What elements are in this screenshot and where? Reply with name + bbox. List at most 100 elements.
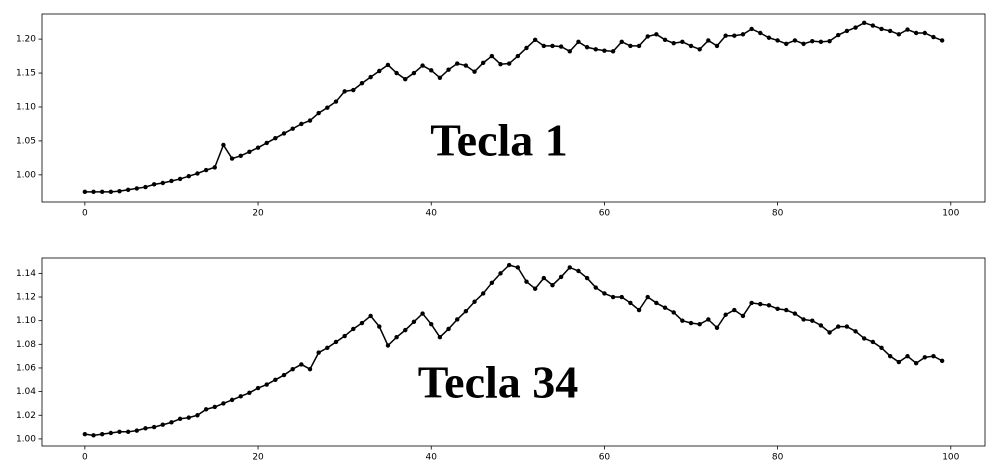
marker [91, 189, 96, 195]
marker [602, 48, 607, 53]
marker [255, 145, 261, 150]
y-tick-label: 1.10 [16, 316, 36, 326]
marker [212, 404, 217, 410]
marker [818, 39, 824, 45]
marker [870, 23, 876, 28]
y-tick-label: 1.15 [16, 69, 36, 79]
marker [628, 43, 633, 49]
marker [307, 118, 313, 123]
y-tick-label: 1.12 [16, 293, 36, 303]
plot-frame [41, 13, 986, 203]
marker [333, 339, 339, 345]
marker [810, 38, 815, 44]
marker [203, 407, 209, 412]
marker [299, 362, 304, 367]
x-tick-label: 0 [82, 453, 88, 463]
marker [610, 49, 616, 54]
marker [186, 415, 191, 420]
marker [429, 322, 434, 327]
marker [896, 32, 902, 37]
marker [732, 33, 737, 38]
marker [82, 431, 88, 437]
marker [117, 188, 122, 194]
marker [922, 30, 928, 36]
y-tick-label: 1.00 [16, 434, 36, 444]
marker [939, 358, 945, 364]
marker [160, 422, 165, 427]
marker [558, 274, 564, 280]
y-tick-label: 1.14 [16, 269, 36, 279]
marker [697, 322, 702, 327]
marker [195, 413, 200, 418]
y-tick-label: 1.10 [16, 102, 36, 112]
marker [351, 326, 356, 332]
marker [844, 324, 850, 329]
marker [125, 429, 131, 435]
marker [913, 30, 919, 36]
x-tick-label: 100 [942, 209, 959, 219]
marker [108, 189, 114, 195]
marker [446, 67, 451, 72]
marker [688, 43, 694, 49]
marker [584, 45, 590, 50]
marker [628, 300, 633, 306]
marker [455, 317, 460, 322]
marker [775, 38, 780, 43]
plot-frame [41, 257, 986, 447]
marker [299, 121, 304, 127]
marker [134, 186, 140, 191]
marker [853, 329, 858, 334]
marker [420, 63, 425, 68]
marker [593, 285, 598, 290]
marker [913, 361, 919, 366]
line [84, 264, 943, 437]
marker [558, 44, 564, 49]
marker [775, 306, 780, 312]
marker [177, 416, 183, 422]
marker [333, 99, 339, 104]
marker [862, 336, 867, 341]
y-tick-label: 1.02 [16, 411, 36, 421]
marker [870, 339, 876, 345]
marker [377, 324, 382, 329]
marker [593, 47, 598, 52]
marker [342, 333, 347, 339]
marker [905, 27, 910, 32]
marker [99, 189, 105, 195]
marker [836, 324, 841, 329]
marker [541, 43, 547, 49]
marker [359, 81, 365, 86]
marker [221, 401, 226, 406]
marker [654, 300, 659, 306]
marker [411, 70, 417, 76]
marker [784, 307, 789, 313]
marker [489, 53, 495, 59]
marker [524, 279, 529, 284]
marker [723, 33, 728, 38]
marker [403, 327, 408, 333]
marker [740, 313, 746, 319]
marker [905, 353, 910, 359]
marker [368, 313, 373, 319]
marker [887, 28, 893, 34]
marker [532, 286, 538, 291]
marker [82, 189, 88, 195]
marker [506, 262, 512, 268]
marker [264, 140, 269, 146]
marker [437, 75, 443, 80]
marker [229, 156, 235, 161]
marker [732, 307, 737, 313]
marker [706, 317, 711, 322]
marker [351, 87, 356, 93]
marker [151, 424, 157, 430]
marker [359, 320, 365, 326]
marker [922, 355, 928, 360]
marker [931, 353, 936, 359]
marker [619, 39, 624, 45]
marker [472, 69, 477, 74]
marker [939, 38, 945, 43]
marker [151, 182, 157, 187]
marker [394, 70, 399, 76]
marker [654, 32, 659, 37]
